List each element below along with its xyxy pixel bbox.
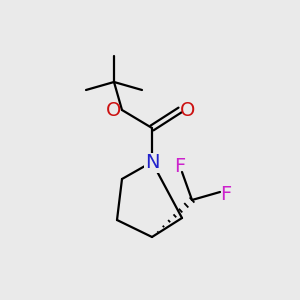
Text: N: N [145, 154, 159, 172]
Text: O: O [106, 100, 122, 119]
Text: F: F [220, 184, 232, 203]
Text: F: F [174, 158, 186, 176]
Text: O: O [180, 100, 196, 119]
